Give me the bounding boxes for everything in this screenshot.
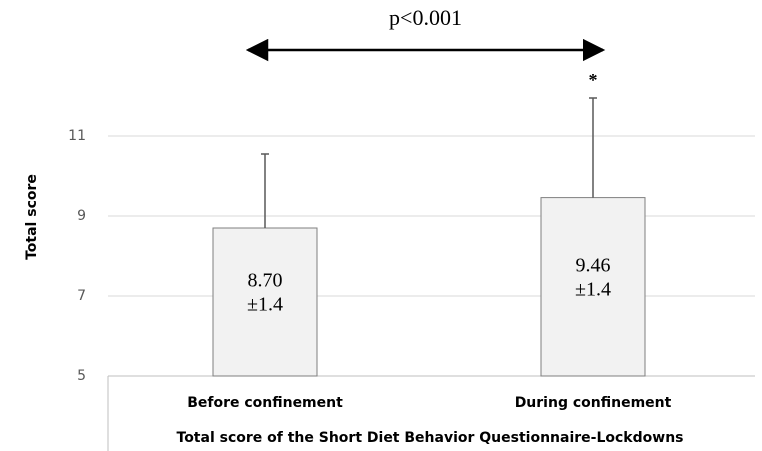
value-label: 9.46 <box>576 254 611 276</box>
y-tick-label: 11 <box>68 128 86 144</box>
y-tick-label: 7 <box>77 288 86 304</box>
bar <box>212 227 318 377</box>
y-tick-label: 5 <box>77 368 86 384</box>
x-axis-title: Total score of the Short Diet Behavior Q… <box>177 430 684 446</box>
comparison-label: p<0.001 <box>389 5 462 30</box>
significance-mark: * <box>589 70 598 90</box>
error-label: ±1.4 <box>575 278 611 300</box>
bar <box>540 197 646 377</box>
x-tick-label: Before confinement <box>187 395 343 411</box>
x-tick-label: During confinement <box>515 395 672 411</box>
value-label: 8.70 <box>248 270 283 292</box>
y-tick-label: 9 <box>77 208 86 224</box>
y-axis-title: Total score <box>24 174 40 260</box>
error-label: ±1.4 <box>247 294 283 316</box>
